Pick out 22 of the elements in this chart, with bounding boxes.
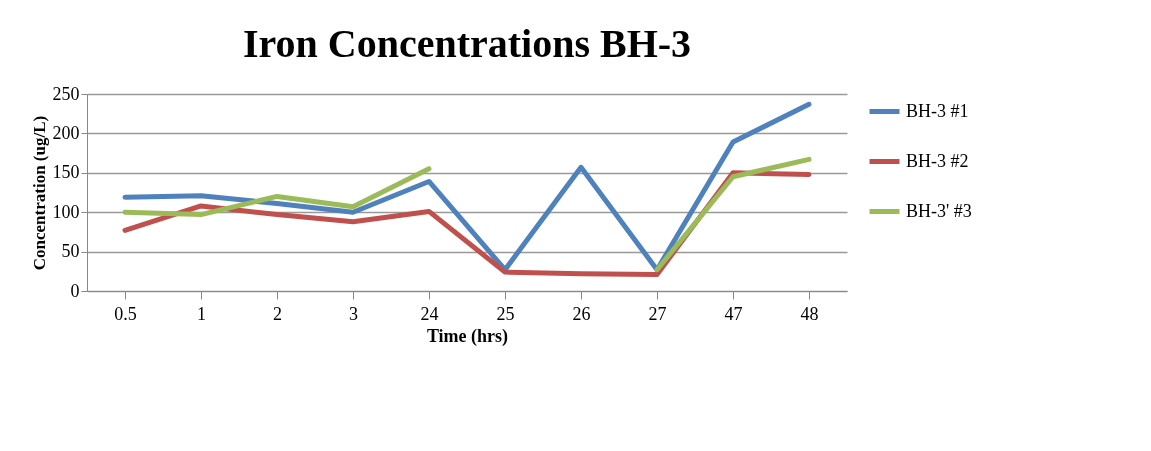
y-tick-label: 50 (61, 241, 80, 262)
x-axis-title: Time (hrs) (426, 325, 509, 347)
x-tick-label: 25 (496, 303, 515, 324)
x-tick-label: 27 (648, 303, 667, 324)
y-tick-label: 250 (52, 83, 80, 104)
x-tick-label: 24 (420, 303, 439, 324)
x-tick-label: 3 (349, 303, 358, 324)
legend-label: BH-3 #2 (906, 150, 969, 171)
x-tick-label: 0.5 (114, 303, 137, 324)
y-tick-label: 200 (52, 122, 80, 143)
x-tick-label: 26 (572, 303, 591, 324)
y-tick-label: 150 (52, 162, 80, 183)
legend-label: BH-3' #3 (906, 200, 972, 221)
y-axis-title: Concentration (ug/L) (29, 115, 49, 271)
x-tick-label: 47 (724, 303, 743, 324)
x-tick-label: 1 (197, 303, 206, 324)
x-tick-label: 48 (800, 303, 819, 324)
y-tick-label: 0 (70, 280, 80, 301)
chart-title: Iron Concentrations BH-3 (242, 21, 692, 66)
x-tick-label: 2 (273, 303, 282, 324)
legend-label: BH-3 #1 (906, 100, 969, 121)
y-tick-label: 100 (52, 201, 80, 222)
